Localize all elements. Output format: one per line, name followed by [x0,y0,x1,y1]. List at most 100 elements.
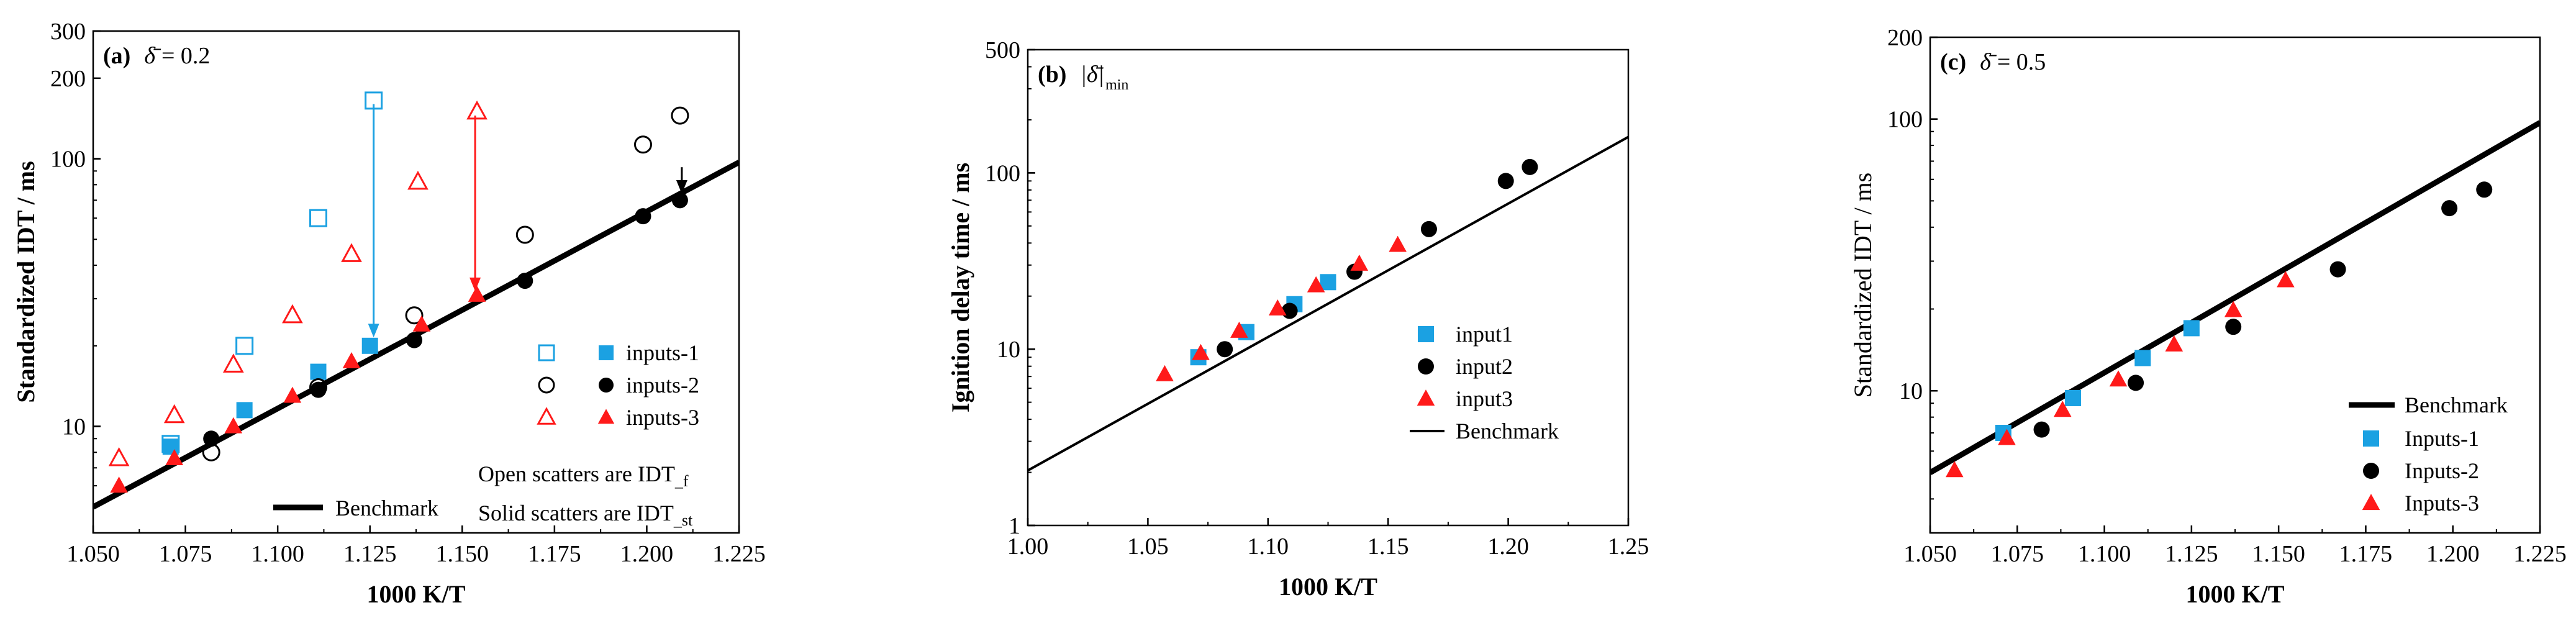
data-point-open [163,404,185,424]
x-axis-label: 1000 K/T [1279,573,1377,601]
legend-benchmark-label: Benchmark [1456,419,1559,443]
data-point [2165,335,2184,352]
y-axis-label: Standardized IDT / ms [1849,173,1877,398]
data-point [1350,254,1369,271]
legend-label: Inputs-3 [2405,491,2479,516]
legend-label: inputs-2 [626,373,699,398]
data-point [2277,271,2295,288]
data-point-open [108,447,130,466]
legend-benchmark-label: Benchmark [2405,393,2508,417]
data-point-solid [165,449,184,465]
data-point-open [405,306,424,325]
legend-marker [2363,430,2379,447]
data-point [2441,200,2458,217]
x-tick-label: 1.150 [436,541,489,567]
data-point [2128,375,2144,391]
data-point-solid [162,438,179,455]
note-solid-scatters: Solid scatters are IDT_st [478,501,693,529]
legend-marker-solid [597,409,615,424]
data-point-open [235,337,254,355]
data-point [1522,158,1538,175]
x-tick-label: 1.10 [1248,534,1289,560]
data-point-solid [468,285,486,302]
x-tick-label: 1.125 [343,541,397,567]
x-tick-label: 1.200 [620,541,674,567]
data-point-solid [406,332,423,348]
data-point-solid [224,417,243,434]
x-tick-label: 1.125 [2165,541,2218,567]
legend-label: input3 [1456,386,1513,411]
chart-panel-3: 1.050 1.075 1.100 1.125 1.150 1.175 1.200 1.225… [1849,25,2567,608]
y-tick-label: 300 [50,19,86,45]
data-point [2065,389,2082,406]
legend-label: inputs-1 [626,340,699,365]
legend-marker [1418,326,1434,342]
legend-marker-open [538,376,555,394]
data-point [1156,365,1174,381]
x-tick-label: 1.05 [1127,534,1169,560]
y-tick-label: 500 [985,37,1020,63]
legend-label: input1 [1456,322,1513,347]
x-tick-label: 1.050 [66,541,120,567]
y-tick-label: 1 [1009,513,1020,539]
x-tick-label: 1.200 [2426,541,2480,567]
y-tick-label: 100 [50,147,86,173]
panel-title: (c) δ̄ = 0.5 [1940,49,2046,75]
legend-marker [2363,463,2379,479]
x-tick-label: 1.20 [1487,534,1529,560]
x-tick-label: 1.15 [1367,534,1409,560]
x-tick-label: 1.175 [2339,541,2393,567]
legend-marker-solid [599,378,614,393]
x-tick-label: 1.175 [528,541,581,567]
data-point [1230,321,1248,338]
benchmark-line [1930,120,2540,475]
data-point-open [515,225,534,244]
y-axis-label: Ignition delay time / ms [946,163,974,412]
data-point [2329,261,2346,278]
x-tick-label: 1.225 [2513,541,2567,567]
data-point-open [341,243,362,262]
data-point-solid [236,402,253,419]
legend-marker-open [538,344,555,361]
data-point [2134,350,2151,366]
legend-marker [1417,389,1435,406]
data-point [1389,235,1407,252]
panel-title: (b) |δ̄|min [1038,61,1128,93]
data-point [1192,343,1210,360]
data-point [2033,421,2050,438]
y-tick-label: 200 [50,66,86,92]
shift-arrow-head [676,179,687,194]
chart-panel-1: 1.050 1.075 1.100 1.125 1.150 1.175 1.200 1.225… [12,19,766,608]
legend-marker-open [537,407,556,425]
y-tick-label: 100 [1887,107,1923,133]
data-point-open [309,209,328,227]
panel-title: (a) δ̄ = 0.2 [103,43,210,69]
data-point-open [671,106,689,125]
legend-label: inputs-3 [626,405,699,430]
legend-label: input2 [1456,354,1513,379]
data-point [2183,320,2200,337]
y-tick-label: 10 [62,414,86,440]
y-axis-label: Standardized IDT / ms [12,161,40,402]
data-point-solid [361,337,378,354]
x-tick-label: 1.25 [1608,534,1649,560]
x-tick-label: 1.075 [159,541,212,567]
y-tick-label: 200 [1887,25,1923,51]
y-tick-label: 10 [997,337,1020,363]
legend-label: Inputs-1 [2405,426,2479,451]
x-tick-label: 1.075 [1991,541,2044,567]
data-point [1945,461,1964,478]
data-point [2053,401,2072,417]
data-point [1268,299,1287,316]
data-point [1307,276,1325,293]
data-point [1281,302,1298,319]
legend-benchmark-label: Benchmark [335,496,438,520]
x-tick-label: 1.100 [251,541,304,567]
x-axis-label: 1000 K/T [2186,580,2285,608]
legend-marker [1418,358,1434,375]
data-point-solid [412,315,431,332]
data-point-open [222,353,244,373]
y-tick-label: 100 [985,160,1020,186]
data-point-solid [283,386,302,403]
data-point [1320,274,1336,291]
